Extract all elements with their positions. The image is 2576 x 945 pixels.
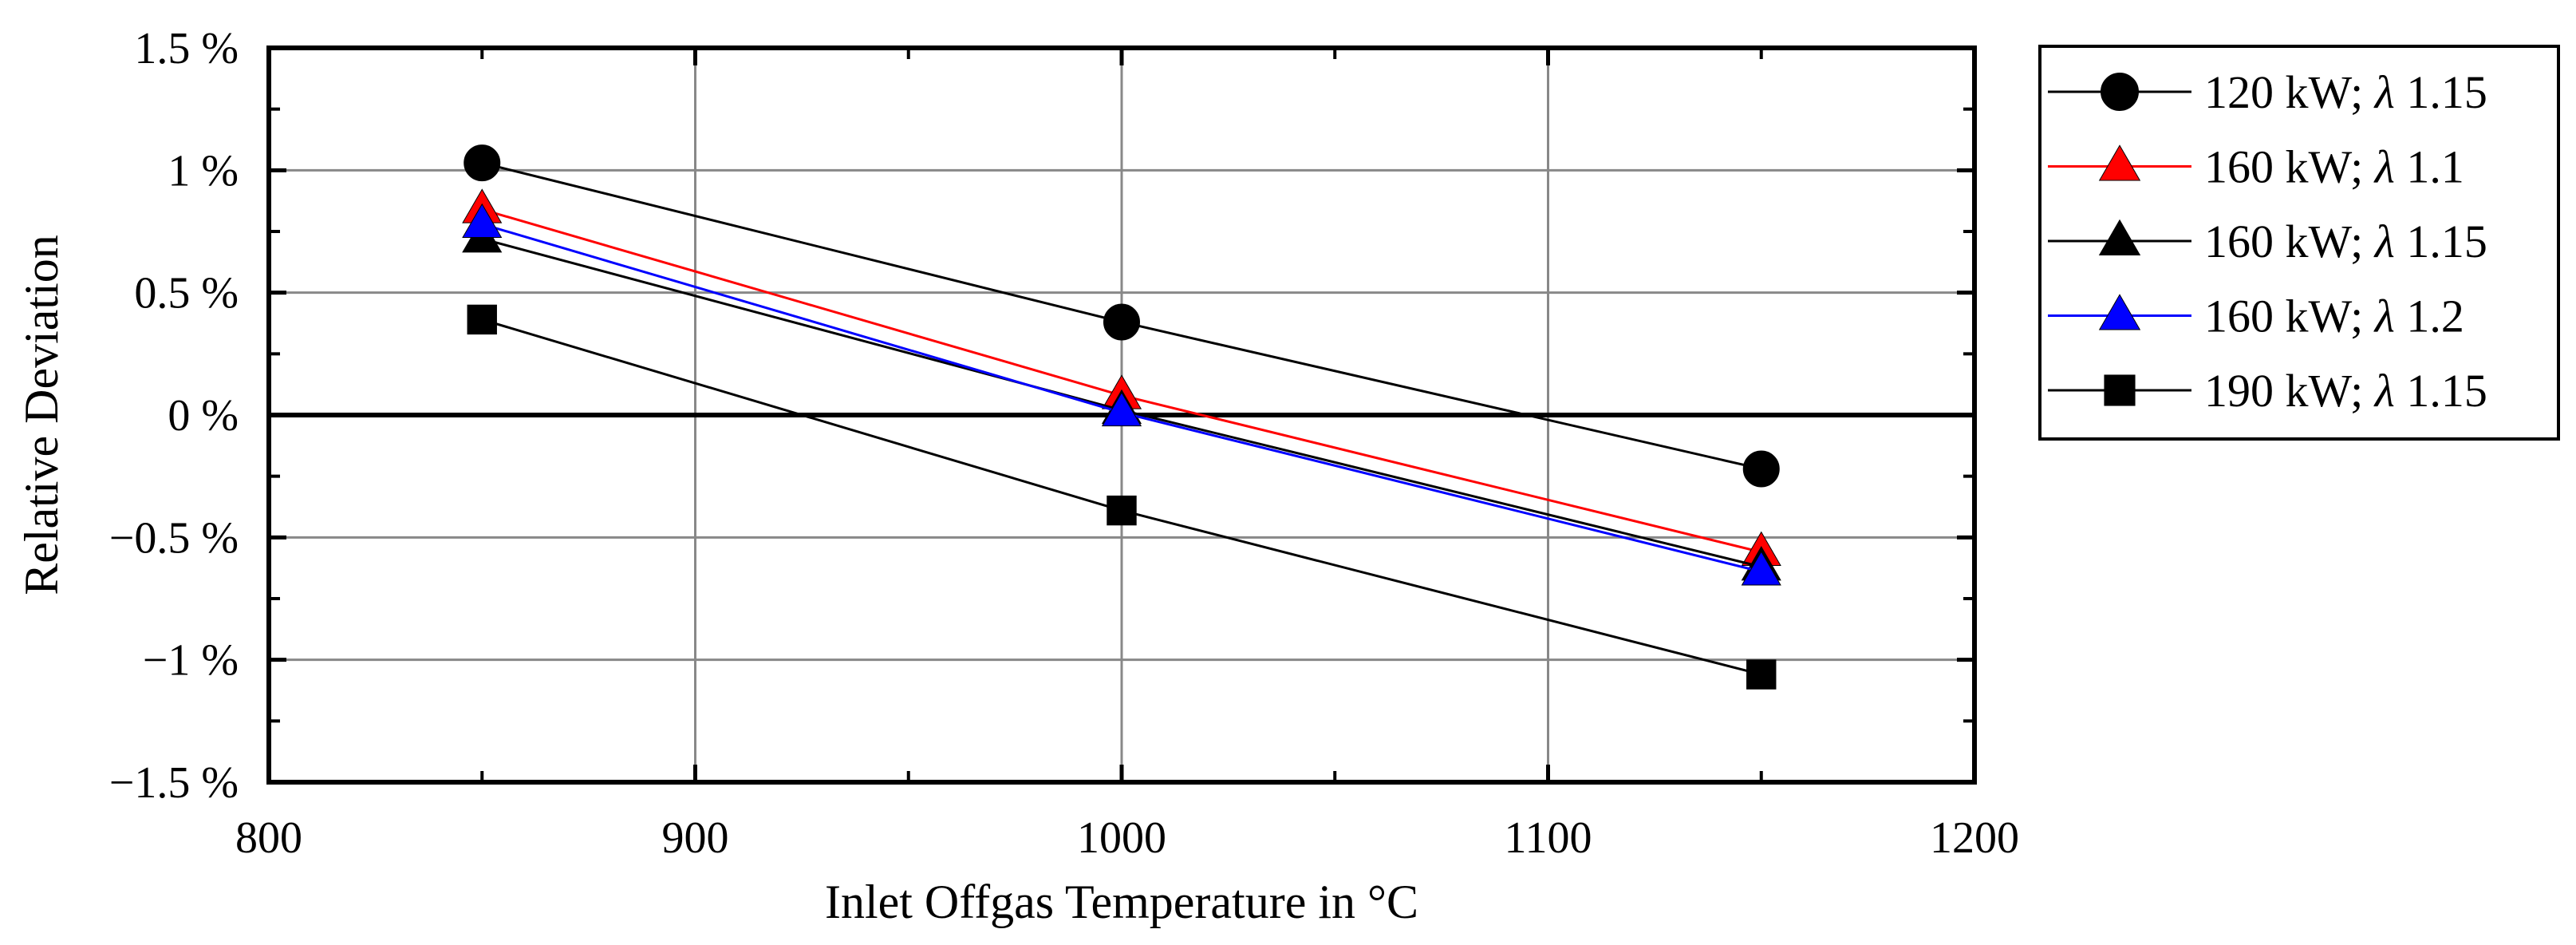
legend-lambda-symbol: λ [2373, 66, 2395, 118]
y-tick-label: 1.5 % [134, 24, 239, 73]
legend-label: 160 kW; λ 1.1 [2204, 141, 2464, 193]
legend-power-text: 160 kW; [2204, 291, 2375, 342]
x-tick-label: 800 [235, 813, 302, 863]
series-5 [467, 304, 1777, 690]
y-tick-label: 1 % [168, 146, 239, 196]
legend-entry: 160 kW; λ 1.1 [2048, 141, 2464, 193]
legend-lambda-symbol: λ [2373, 141, 2395, 193]
legend-lambda-symbol: λ [2373, 291, 2395, 342]
y-tick-label: −1.5 % [109, 758, 239, 808]
legend-lambda-value: 1.2 [2395, 291, 2464, 342]
data-point [1746, 659, 1777, 690]
y-tick-label: 0.5 % [134, 269, 239, 318]
series-group [462, 144, 1781, 690]
legend-marker [2104, 374, 2136, 406]
plot-frame [266, 45, 1977, 785]
data-point [1107, 495, 1137, 526]
x-tick-label: 1200 [1930, 813, 2019, 863]
legend-power-text: 190 kW; [2204, 365, 2375, 417]
legend-power-text: 160 kW; [2204, 141, 2375, 193]
legend-entry: 160 kW; λ 1.2 [2048, 291, 2464, 342]
data-point [467, 304, 497, 335]
legend-marker [2101, 73, 2139, 111]
legend-entry: 160 kW; λ 1.15 [2048, 215, 2487, 267]
legend-marker [2098, 219, 2141, 255]
legend-lambda-value: 1.15 [2395, 215, 2487, 267]
legend-label: 190 kW; λ 1.15 [2204, 365, 2487, 417]
series-1 [464, 144, 1780, 488]
legend-lambda-value: 1.15 [2395, 365, 2487, 417]
data-point [1742, 450, 1780, 488]
y-tick-label: 0 % [168, 391, 239, 441]
legend-lambda-value: 1.15 [2395, 66, 2487, 118]
y-axis-title: Relative Deviation [15, 235, 68, 595]
data-point [1741, 551, 1781, 586]
legend-label: 120 kW; λ 1.15 [2204, 66, 2487, 118]
data-point [464, 144, 501, 182]
x-axis-title: Inlet Offgas Temperature in °C [825, 876, 1418, 928]
x-tick-label: 900 [662, 813, 729, 863]
legend-label: 160 kW; λ 1.15 [2204, 215, 2487, 267]
data-point [1103, 303, 1140, 341]
y-tick-label: −0.5 % [109, 513, 239, 563]
legend-lambda-symbol: λ [2373, 365, 2395, 417]
x-tick-label: 1100 [1505, 813, 1592, 863]
series-4 [462, 203, 1781, 586]
legend-entry: 120 kW; λ 1.15 [2048, 66, 2487, 118]
legend-marker [2098, 144, 2141, 181]
legend-marker [2098, 294, 2141, 330]
legend-power-text: 160 kW; [2204, 215, 2375, 267]
legend-lambda-symbol: λ [2373, 215, 2395, 267]
tick-labels: 800 900 1000 1100 1200 1.5 % 1 % 0.5 % 0 % −0.5 %… [109, 24, 2019, 863]
legend-entry: 190 kW; λ 1.15 [2048, 365, 2487, 417]
legend-lambda-value: 1.1 [2395, 141, 2464, 193]
data-point [462, 203, 503, 239]
legend-label: 160 kW; λ 1.2 [2204, 291, 2464, 342]
y-tick-label: −1 % [143, 636, 239, 686]
legend-power-text: 120 kW; [2204, 66, 2375, 118]
data-point [1101, 391, 1142, 427]
x-tick-label: 1000 [1077, 813, 1166, 863]
